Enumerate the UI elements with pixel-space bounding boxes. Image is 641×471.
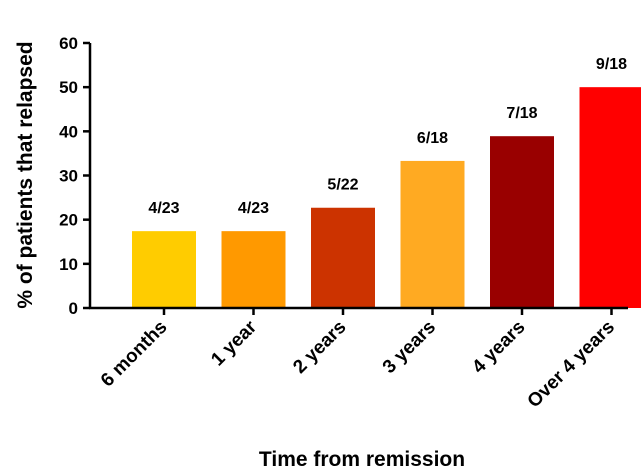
bar	[579, 87, 641, 309]
bar	[132, 231, 196, 308]
x-tick-label: 4 years	[468, 317, 529, 378]
x-axis-title: Time from remission	[259, 448, 465, 471]
x-axis: 6 months 1 year 2 years 3 years 4 yearsOver …	[89, 306, 628, 413]
y-tick-label: 10	[59, 255, 78, 274]
y-tick-label: 0	[69, 299, 78, 318]
data-label: 9/18	[596, 56, 627, 73]
x-tick-label: 2 years	[289, 317, 350, 378]
bar	[400, 160, 465, 308]
y-tick-label: 20	[59, 211, 78, 230]
y-axis: 0 10 20 30 40 50 60	[59, 34, 92, 318]
bar	[490, 136, 554, 308]
y-axis-title: % of patients that relapsed	[14, 41, 37, 308]
bar	[311, 207, 375, 308]
x-tick-label: 1 year	[207, 316, 261, 370]
bars	[132, 87, 641, 309]
y-tick-label: 40	[59, 122, 78, 141]
data-label: 4/23	[148, 200, 179, 217]
x-tick-label: 3 years	[379, 317, 440, 378]
y-tick-label: 50	[59, 78, 78, 97]
data-label: 7/18	[506, 105, 537, 122]
data-labels: 4/23 4/23 5/22 6/18 7/18 9/18	[148, 56, 627, 217]
y-tick-label: 60	[59, 34, 78, 53]
x-tick-label: Over 4 years	[524, 317, 620, 413]
data-label: 5/22	[327, 177, 358, 194]
y-tick-label: 30	[59, 167, 78, 186]
data-label: 4/23	[238, 200, 269, 217]
data-label: 6/18	[417, 130, 448, 147]
x-tick-label: 6 months	[97, 317, 172, 392]
bar	[221, 231, 286, 308]
